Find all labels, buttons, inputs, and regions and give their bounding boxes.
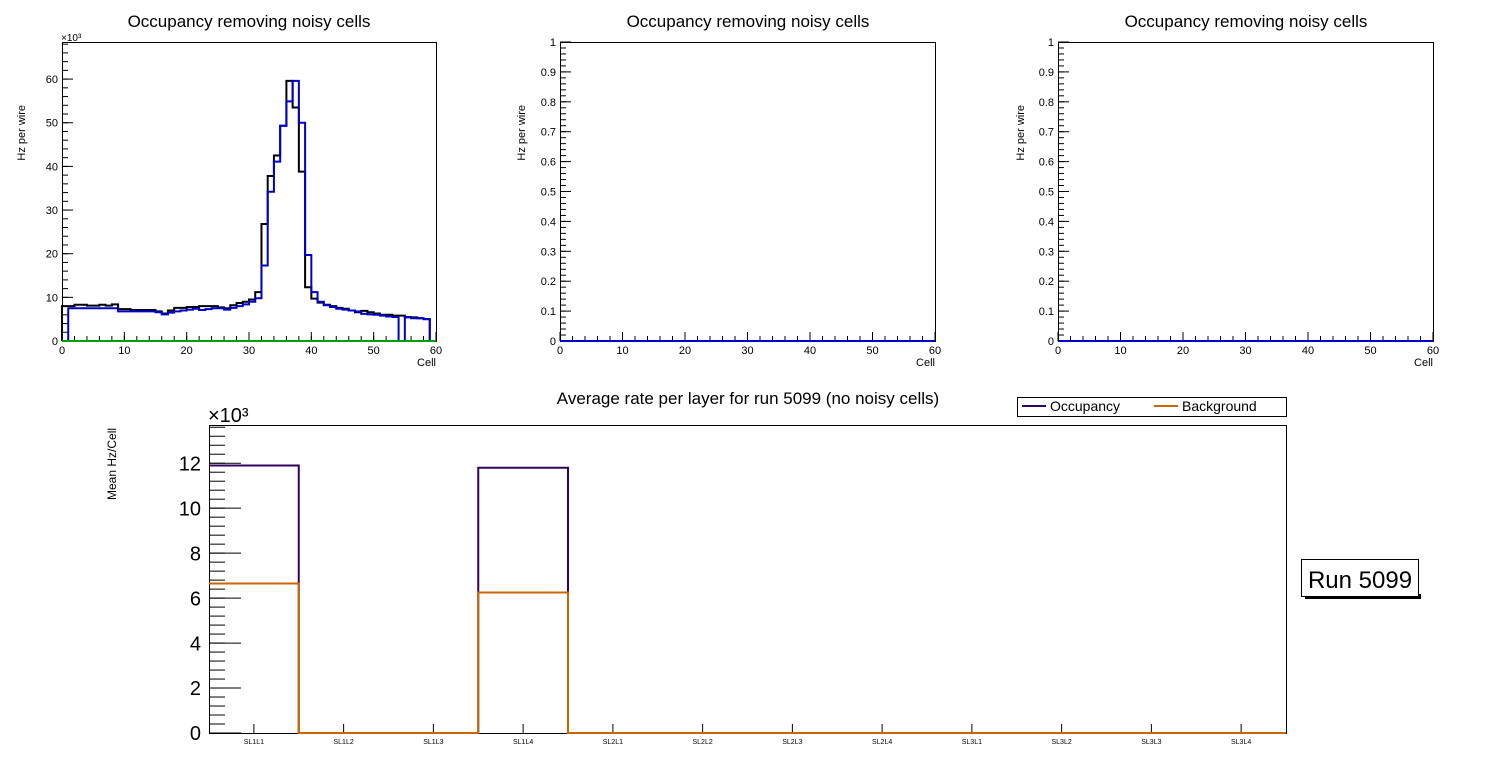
x-tick-label-SL1L1: SL1L1	[244, 739, 264, 746]
x-tick-label-SL1L3: SL1L3	[423, 739, 443, 746]
x-tick-label: 20	[181, 345, 193, 357]
plot2-title: Occupancy removing noisy cells	[627, 12, 870, 31]
y-tick-label: 0.3	[541, 246, 556, 258]
plot3-title: Occupancy removing noisy cells	[1125, 12, 1368, 31]
plot2-ylabel: Hz per wire	[516, 105, 528, 161]
x-tick-label-SL2L1: SL2L1	[603, 739, 623, 746]
histogram-no-noisy	[62, 79, 436, 342]
y-tick-label: 1	[1048, 37, 1054, 49]
legend-occupancy-label: Occupancy	[1050, 398, 1120, 414]
y-tick-label: 4	[190, 633, 201, 655]
plot1-xlabel: Cell	[417, 357, 436, 369]
y-tick-label: 0.5	[541, 186, 556, 198]
y-tick-label: 10	[46, 292, 58, 304]
y-tick-label: 0.3	[1039, 246, 1054, 258]
plot4-ylabel: Mean Hz/Cell	[105, 428, 119, 500]
x-tick-label-SL3L2: SL3L2	[1052, 739, 1072, 746]
x-tick-label: 10	[1114, 345, 1126, 357]
y-tick-label: 50	[46, 118, 58, 130]
x-tick-label: 50	[1364, 345, 1376, 357]
y-tick-label: 0.8	[1039, 97, 1054, 109]
y-tick-label: 6	[190, 588, 201, 610]
plot1-frame	[62, 42, 437, 342]
plot1-multiplier: ×10³	[61, 33, 82, 44]
y-tick-label: 0.9	[541, 67, 556, 79]
plot1-ylabel: Hz per wire	[16, 105, 28, 161]
x-tick-label-SL2L4: SL2L4	[872, 739, 892, 746]
plot3-frame	[1058, 42, 1434, 342]
plot3-ylabel: Hz per wire	[1015, 105, 1027, 161]
legend: Occupancy Background	[1017, 397, 1287, 417]
legend-background-label: Background	[1182, 398, 1257, 414]
x-tick-label-SL3L3: SL3L3	[1141, 739, 1161, 746]
y-tick-label: 0.2	[1039, 276, 1054, 288]
x-tick-label: 30	[741, 345, 753, 357]
x-tick-label: 40	[305, 345, 317, 357]
x-tick-label: 30	[243, 345, 255, 357]
x-tick-label-SL3L4: SL3L4	[1231, 739, 1251, 746]
y-tick-label: 0.9	[1039, 67, 1054, 79]
x-tick-label: 40	[804, 345, 816, 357]
plot4-frame	[209, 425, 1287, 734]
series-background	[209, 582, 1286, 734]
y-tick-label: 0.6	[541, 157, 556, 169]
plot3-xlabel: Cell	[1414, 357, 1433, 369]
y-tick-label: 40	[46, 161, 58, 173]
x-tick-label: 50	[368, 345, 380, 357]
y-tick-label: 0.1	[541, 306, 556, 318]
x-tick-label: 60	[430, 345, 442, 357]
x-tick-label: 10	[118, 345, 130, 357]
y-tick-label: 0.5	[1039, 186, 1054, 198]
x-tick-label-SL1L2: SL1L2	[334, 739, 354, 746]
run-label: Run 5099	[1308, 567, 1412, 594]
y-tick-label: 0	[190, 723, 201, 745]
y-tick-label: 20	[46, 249, 58, 261]
y-tick-label: 30	[46, 205, 58, 217]
plot4-title: Average rate per layer for run 5099 (no …	[557, 389, 939, 408]
x-tick-label-SL2L3: SL2L3	[782, 739, 802, 746]
plot1-title: Occupancy removing noisy cells	[128, 12, 371, 31]
x-tick-label-SL3L1: SL3L1	[962, 739, 982, 746]
x-tick-label-SL2L2: SL2L2	[693, 739, 713, 746]
y-tick-label: 0.7	[541, 127, 556, 139]
x-tick-label: 50	[866, 345, 878, 357]
y-tick-label: 0.7	[1039, 127, 1054, 139]
y-tick-label: 8	[190, 543, 201, 565]
plot2-xlabel: Cell	[916, 357, 935, 369]
x-tick-label: 0	[557, 345, 563, 357]
x-tick-label: 10	[616, 345, 628, 357]
y-tick-label: 0	[1048, 336, 1054, 348]
series-occupancy	[209, 464, 1286, 734]
y-tick-label: 0.2	[541, 276, 556, 288]
y-tick-label: 0.4	[1039, 216, 1054, 228]
run-label-box: Run 5099	[1301, 559, 1421, 599]
x-tick-label-SL1L4: SL1L4	[513, 739, 533, 746]
y-tick-label: 1	[550, 37, 556, 49]
y-tick-label: 0.4	[541, 216, 556, 228]
y-tick-label: 2	[190, 678, 201, 700]
y-tick-label: 12	[179, 453, 201, 475]
y-tick-label: 0	[52, 336, 58, 348]
y-tick-label: 10	[179, 498, 201, 520]
x-tick-label: 30	[1239, 345, 1251, 357]
plot4-multiplier: ×10³	[208, 405, 249, 427]
x-tick-label: 60	[929, 345, 941, 357]
x-tick-label: 60	[1427, 345, 1439, 357]
plot2-frame	[560, 42, 936, 342]
y-tick-label: 0.6	[1039, 157, 1054, 169]
y-tick-label: 0.8	[541, 97, 556, 109]
y-tick-label: 0.1	[1039, 306, 1054, 318]
y-tick-label: 0	[550, 336, 556, 348]
y-tick-label: 60	[46, 74, 58, 86]
x-tick-label: 0	[59, 345, 65, 357]
legend-box	[1017, 397, 1287, 417]
x-tick-label: 40	[1302, 345, 1314, 357]
histogram-total	[61, 79, 436, 342]
x-tick-label: 20	[679, 345, 691, 357]
x-tick-label: 0	[1055, 345, 1061, 357]
x-tick-label: 20	[1177, 345, 1189, 357]
